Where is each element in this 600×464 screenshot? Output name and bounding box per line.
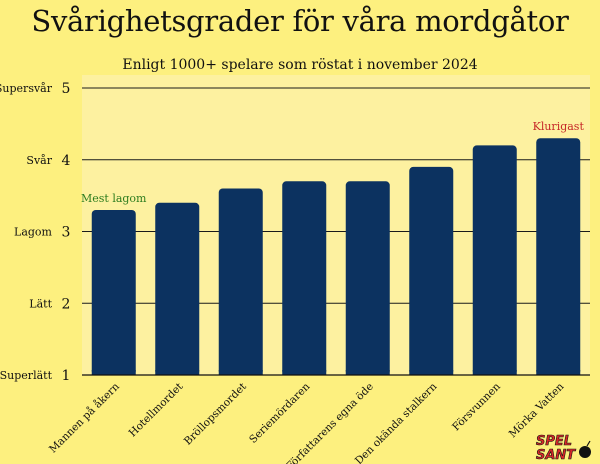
chart-title: Svårighetsgrader för våra mordgåtor [31, 4, 569, 38]
bar [155, 202, 200, 375]
bar-base [409, 370, 454, 375]
bar-base [345, 370, 390, 375]
logo-line1: SPEL [536, 434, 572, 449]
y-tick-name: Svår [26, 154, 52, 167]
y-tick-value: 3 [62, 225, 71, 241]
bar [91, 209, 136, 375]
y-tick-name: Lätt [29, 297, 52, 310]
bar [409, 166, 454, 375]
x-tick-label: Försvunnen [450, 380, 503, 433]
y-tick-name: Superlätt [0, 369, 53, 382]
x-tick-label: Seriemördaren [247, 380, 312, 445]
chart-subtitle: Enligt 1000+ spelare som röstat i novemb… [122, 57, 478, 73]
bar-annotation: Klurigast [533, 120, 585, 133]
bar-base [472, 370, 517, 375]
y-tick-value: 5 [62, 81, 71, 97]
bar [472, 145, 517, 375]
bar-base [536, 370, 581, 375]
bar [345, 181, 390, 375]
y-tick-name: Lagom [14, 226, 53, 239]
bar-base [91, 370, 136, 375]
bar-base [218, 370, 263, 375]
spelsant-logo: SPEL SANT [536, 434, 591, 462]
y-tick-value: 4 [62, 153, 71, 169]
x-tick-label: Hotellmordet [127, 380, 186, 439]
bar [218, 188, 263, 375]
bar-base [155, 370, 200, 375]
y-tick-name: Supersvår [0, 82, 53, 95]
bar [536, 138, 581, 375]
x-tick-label: Mannen på åkern [46, 380, 122, 456]
bar-annotation: Mest lagom [81, 192, 147, 205]
y-tick-value: 1 [62, 368, 71, 384]
bomb-icon [579, 446, 591, 458]
y-tick-value: 2 [62, 296, 71, 312]
x-tick-label: Bröllopsmordet [182, 380, 249, 447]
bar [282, 181, 327, 375]
logo-line2: SANT [536, 448, 576, 462]
bar-base [282, 370, 327, 375]
